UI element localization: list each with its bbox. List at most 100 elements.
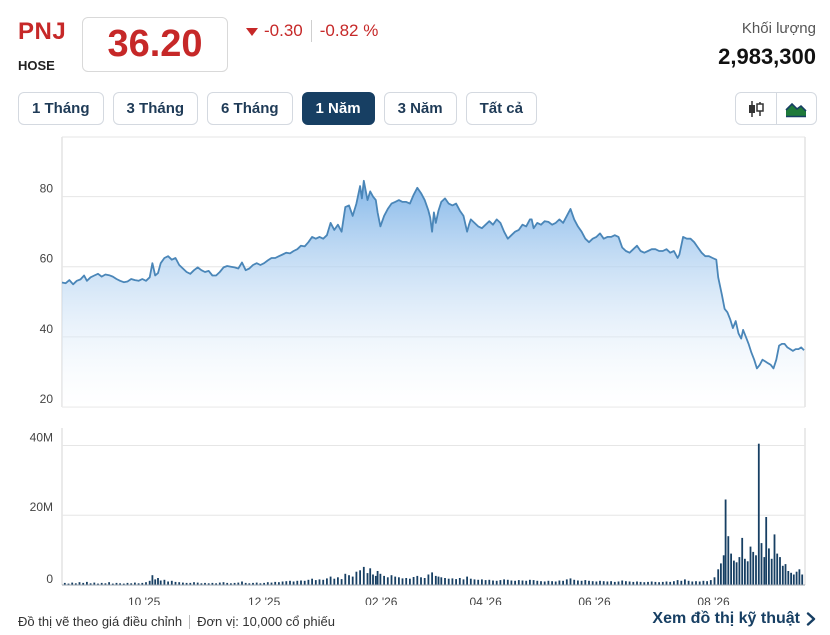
volume-bar [182,582,184,585]
area-chart-button[interactable] [775,93,817,124]
volume-bar [654,581,657,585]
price-y-tick: 80 [40,182,54,196]
volume-bar [211,582,214,585]
volume-bar [226,582,229,585]
volume-bar [763,557,766,585]
tab-all[interactable]: Tất cả [465,92,537,125]
volume-bar [591,581,594,585]
volume-bar [717,569,720,585]
volume-bar [673,581,675,585]
volume-bar [730,553,732,585]
volume-bar [362,566,365,585]
volume-bar [63,582,66,585]
volume-bar [178,582,181,585]
volume-bar [770,558,773,585]
volume-bar [86,581,88,585]
volume-bar [141,582,144,585]
volume-bar [193,582,195,585]
x-tick-label: 08 '26 [697,595,730,605]
volume-bar [510,580,513,585]
volume-bar [517,580,520,585]
volume-bar [755,555,757,585]
volume-bar [154,579,157,585]
volume-bar [252,582,254,585]
technical-chart-link[interactable]: Xem đồ thị kỹ thuật [652,610,816,628]
volume-bar [97,583,99,585]
change-value: -0.30 [264,21,303,40]
candlestick-button[interactable] [736,93,776,124]
volume-bar [698,581,701,585]
volume-bar [270,582,273,585]
volume-bar [185,582,188,585]
tab-1-year[interactable]: 1 Năm [301,92,375,125]
volume-bar [702,580,705,585]
volume-bar [760,543,763,585]
volume-bar [263,582,265,585]
volume-bar [255,582,258,585]
volume-bar [355,571,358,585]
volume-bar [613,581,616,585]
symbol: PNJ [18,18,67,45]
change-percent: -0.82 % [319,21,379,40]
volume-bar [562,580,564,585]
volume-y-tick: 20M [30,500,53,514]
area-chart-icon [785,102,807,117]
price-line [61,179,805,370]
volume-bar [455,579,457,585]
volume-bar [658,582,660,585]
volume-bar [765,517,768,585]
volume-bar [790,572,792,585]
volume-bar [768,548,770,585]
volume-bar [266,582,269,585]
x-tick-label: 02 '26 [365,595,398,605]
volume-bar [779,557,781,585]
volume-bar [617,581,620,585]
volume-bar [787,571,790,585]
volume-bar [529,579,531,585]
volume-bar [792,574,795,585]
volume-bar [569,578,572,585]
volume-bar [602,581,605,585]
volume-bar [595,581,598,585]
volume-bar [409,578,411,585]
volume-bar [650,581,653,585]
volume-bar [462,579,465,585]
volume-bar [167,581,169,585]
volume-bar [296,580,299,585]
volume-y-axis: 0 20M 40M [30,430,54,586]
volume-y-tick: 0 [46,572,53,586]
volume-bar [434,575,437,585]
volume-bar [741,537,744,585]
volume-bar [565,579,568,585]
x-tick-label: 04 '26 [469,595,502,605]
tab-6-months[interactable]: 6 Tháng [207,92,293,125]
tab-3-years[interactable]: 3 Năm [383,92,457,125]
volume-bar [795,571,798,585]
volume-bar [394,576,397,585]
tab-1-month[interactable]: 1 Tháng [18,92,104,125]
volume-bar [207,583,210,585]
volume-bar [74,583,77,585]
volume-bar [746,561,749,585]
volume-bar [514,580,516,585]
volume-bar [122,583,125,585]
volume-bar [492,580,494,585]
volume-bar [724,499,727,585]
unit-note: Đơn vị: 10,000 cổ phiếu [197,614,335,629]
volume-bar [322,579,325,585]
volume-bar [773,534,776,585]
volume-y-tick: 40M [30,430,53,444]
volume-bar [134,582,136,585]
volume-bar [405,578,408,585]
volume-bar [687,580,690,585]
volume-bar [222,582,225,585]
volume-bar [499,580,502,585]
volume-bar [344,573,347,585]
volume-bar [359,570,361,585]
volume-bar [588,580,590,585]
volume-bar [506,579,509,585]
tab-3-months[interactable]: 3 Tháng [112,92,199,125]
volume-bar [366,573,369,585]
volume-bar [639,581,642,585]
volume-bar [285,581,288,585]
